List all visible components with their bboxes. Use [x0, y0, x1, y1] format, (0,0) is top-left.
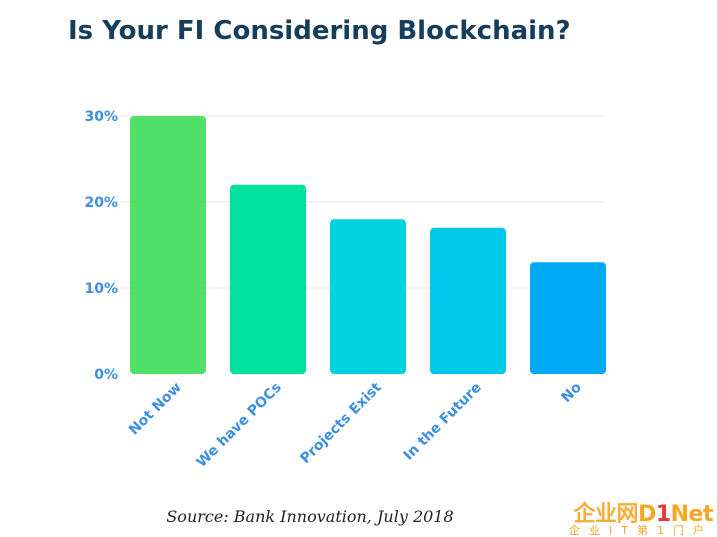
bar-chart: 0% 10% 20% 30% Not Now We have POCs Projects E… [84, 109, 606, 471]
source-note: Source: Bank Innovation, July 2018 [166, 507, 454, 526]
bar [130, 116, 206, 374]
y-tick-label: 20% [84, 195, 118, 211]
bar [530, 262, 606, 374]
x-tick-label: Not Now [126, 379, 185, 438]
x-tick-label: We have POCs [194, 380, 285, 471]
watermark-logo: 企业网D1Net 企业IT第1门户 [569, 502, 713, 537]
x-tick-label: No [558, 379, 585, 406]
chart-title: Is Your FI Considering Blockchain? [68, 16, 571, 46]
x-tick-label: In the Future [401, 380, 485, 464]
bar [430, 227, 506, 374]
bar [230, 184, 306, 374]
x-tick-label: Projects Exist [297, 379, 385, 467]
y-tick-label: 0% [94, 367, 118, 383]
bar [330, 219, 406, 374]
y-tick-label: 10% [84, 281, 118, 297]
y-tick-label: 30% [84, 109, 118, 125]
